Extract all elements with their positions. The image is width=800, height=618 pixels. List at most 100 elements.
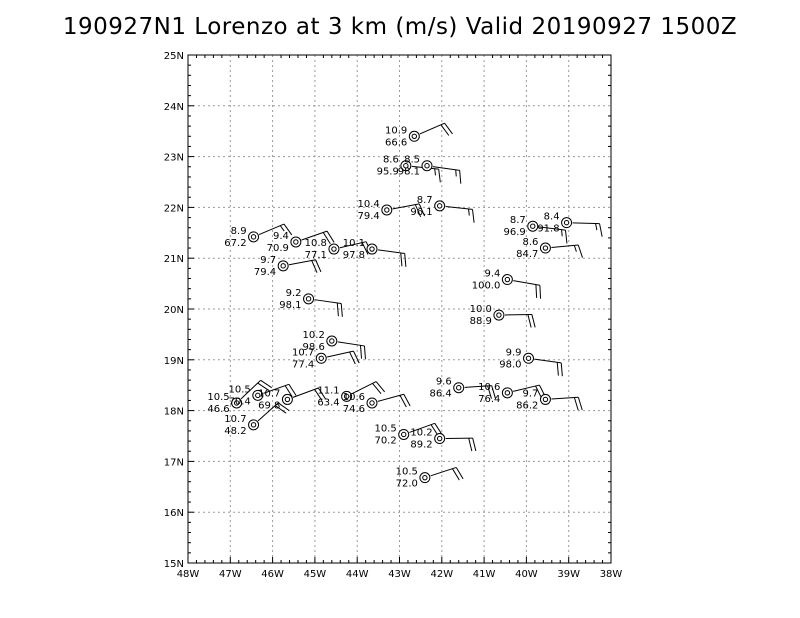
barb-feather: [418, 203, 426, 217]
barb-feather: [363, 345, 366, 360]
wind-direction-label: 86.2: [516, 400, 538, 411]
station-marker-inner: [530, 223, 536, 229]
station-marker-inner: [329, 338, 335, 344]
wind-direction-label: 66.6: [385, 137, 407, 148]
x-tick-label: 46W: [261, 569, 284, 580]
station-marker-inner: [542, 245, 549, 251]
barb-feather: [283, 223, 293, 236]
station-marker-inner: [343, 393, 350, 400]
wind-speed-label: 10.5: [374, 423, 396, 434]
station-marker-inner: [250, 234, 257, 240]
station-marker-inner: [284, 396, 291, 403]
wind-speed-label: 9.9: [506, 347, 522, 358]
wind-direction-label: 95.9: [377, 167, 399, 178]
wind-direction-label: 63.4: [317, 397, 339, 408]
barb-feather: [539, 285, 542, 299]
wind-observation: [252, 383, 297, 401]
station-marker: [252, 389, 264, 401]
wind-observation: [400, 160, 441, 183]
barb-feather: [599, 223, 603, 237]
x-tick-label: 43W: [388, 569, 411, 580]
barb-feather: [535, 284, 538, 298]
wind-direction-label: 96.9: [503, 227, 525, 238]
wind-speed-label: 8.4: [544, 212, 560, 223]
barb-shaft: [409, 422, 435, 433]
barb-shaft: [504, 313, 532, 316]
barb-half-feather: [468, 208, 470, 216]
wind-direction-label: 89.2: [410, 440, 432, 451]
x-tick-label: 39W: [557, 569, 580, 580]
barb-feather: [340, 303, 343, 317]
wind-speed-label: 10.5: [396, 467, 418, 478]
x-tick-label: 45W: [304, 569, 327, 580]
barb-shaft: [351, 381, 377, 395]
station-marker-inner: [369, 246, 375, 252]
wind-direction-label: 48.2: [224, 426, 246, 437]
barb-feather: [277, 402, 290, 411]
barb-feather: [326, 230, 335, 243]
wind-observation: [248, 223, 293, 243]
station-marker: [315, 352, 327, 364]
station-marker: [400, 160, 412, 172]
barb-feather: [359, 345, 363, 359]
wind-observation: [453, 382, 496, 399]
station-marker: [561, 217, 573, 229]
barb-feather: [440, 124, 450, 136]
barb-shaft: [430, 466, 457, 477]
wind-speed-label: 10.2: [410, 428, 432, 439]
wind-speed-label: 8.6: [523, 237, 539, 248]
station-marker: [527, 220, 539, 232]
wind-speed-label: 10.5: [207, 392, 229, 403]
station-marker-inner: [280, 263, 286, 269]
station-marker-inner: [422, 474, 428, 481]
wind-speed-label: 9.4: [273, 231, 289, 242]
wind-direction-label: 46.6: [207, 404, 229, 415]
station-marker-inner: [233, 400, 240, 406]
station-marker-inner: [542, 396, 549, 403]
barb-shaft: [377, 249, 405, 255]
observation-label-layer: 10.966.68.695.98.598.110.479.48.796.18.9…: [207, 125, 559, 489]
station-marker: [539, 393, 551, 405]
barb-feather: [565, 230, 568, 244]
barb-shaft: [551, 244, 579, 248]
wind-barb-layer: [231, 122, 603, 484]
station-marker-inner: [250, 422, 257, 428]
barb-feather: [444, 122, 453, 135]
station-marker-inner: [403, 163, 409, 169]
station-marker: [277, 260, 289, 272]
barb-feather: [455, 467, 464, 480]
barb-feather: [352, 350, 360, 364]
barb-feather: [459, 170, 462, 184]
barb-half-feather: [455, 169, 457, 177]
wind-observation: [277, 259, 322, 273]
barb-half-feather: [434, 168, 437, 176]
station-marker-inner: [411, 133, 418, 139]
wind-speed-label: 9.6: [436, 377, 452, 388]
wind-speed-label: 10.4: [358, 199, 380, 210]
wind-observation: [561, 217, 603, 237]
wind-observation: [539, 393, 583, 411]
y-tick-label: 20N: [164, 305, 184, 316]
wind-direction-label: 70.4: [229, 396, 251, 407]
wind-direction-label: 76.4: [478, 394, 500, 405]
station-marker-inner: [504, 276, 511, 283]
barb-feather: [404, 253, 407, 267]
barb-half-feather: [595, 223, 598, 231]
barb-feather: [414, 204, 422, 218]
wind-speed-label: 8.9: [231, 226, 247, 237]
station-marker-inner: [496, 312, 502, 318]
y-tick-label: 16N: [164, 508, 184, 519]
station-marker-inner: [456, 385, 462, 391]
wind-observation: [539, 242, 583, 258]
wind-direction-label: 98.6: [303, 342, 325, 353]
barb-shaft: [392, 203, 420, 210]
wind-direction-label: 77.1: [305, 250, 327, 261]
wind-observation: [434, 200, 475, 223]
barb-shaft: [513, 280, 540, 286]
wind-observation: [290, 230, 335, 248]
barb-shaft: [301, 230, 328, 241]
station-marker: [381, 204, 393, 216]
station-marker-inner: [255, 392, 261, 399]
station-marker: [341, 390, 353, 402]
barb-shaft: [326, 350, 354, 358]
